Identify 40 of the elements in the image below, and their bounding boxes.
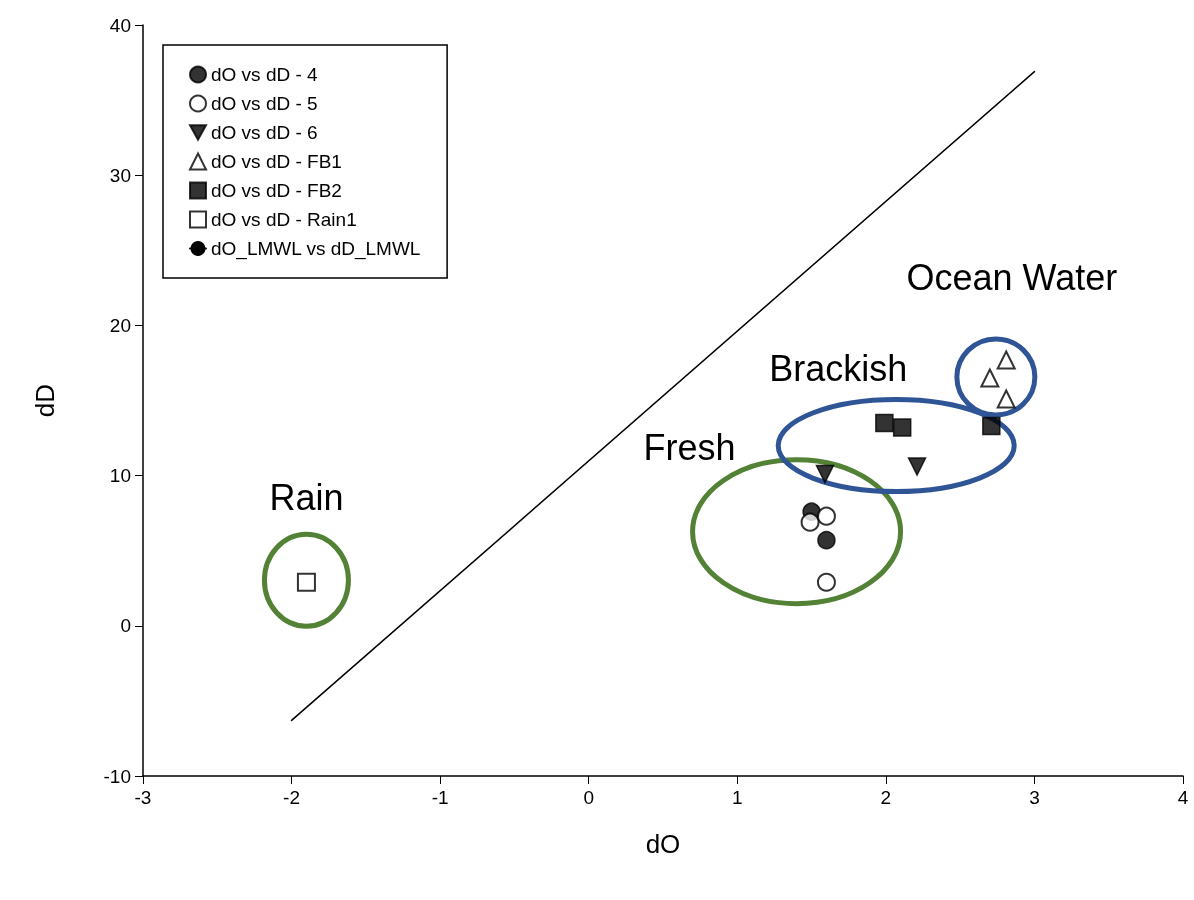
legend-label: dO vs dD - FB1 [211, 151, 342, 172]
point [816, 572, 836, 592]
y-axis-title: dD [30, 383, 60, 418]
point [892, 418, 912, 437]
point [816, 506, 836, 526]
y-tick-label: 30 [109, 164, 131, 186]
x-tick-label: -3 [134, 787, 152, 808]
point [996, 389, 1016, 409]
annotation: Rain [269, 476, 344, 518]
x-tick-label: -1 [431, 787, 449, 808]
x-axis-title: dO [645, 829, 681, 859]
x-tick-label: 2 [880, 787, 892, 808]
point [980, 368, 1000, 388]
x-tick-label: 0 [583, 787, 594, 808]
legend-label: dO vs dD - FB2 [211, 180, 342, 201]
legend-label: dO vs dD - 6 [211, 122, 318, 143]
legend-label: dO_LMWL vs dD_LMWL [211, 238, 421, 260]
y-tick-label: 10 [109, 465, 131, 487]
y-tick-label: 40 [109, 14, 131, 36]
legend-label: dO vs dD - 4 [211, 64, 319, 85]
x-tick-label: -2 [283, 787, 301, 808]
annotation: Brackish [769, 348, 908, 390]
legend-label: dO vs dD - Rain1 [211, 209, 357, 230]
y-tick-label: -10 [103, 765, 131, 787]
annotation: Ocean Water [906, 257, 1118, 299]
point [875, 413, 894, 433]
point [996, 350, 1016, 370]
point [800, 512, 820, 532]
point [815, 464, 835, 484]
x-tick-label: 4 [1177, 787, 1189, 808]
legend-label: dO vs dD - 5 [211, 93, 318, 114]
x-tick-label: 1 [732, 787, 743, 808]
point [817, 530, 836, 550]
y-tick-label: 0 [120, 615, 131, 637]
point [907, 457, 927, 476]
y-tick-label: 20 [109, 314, 131, 336]
x-tick-label: 3 [1029, 787, 1040, 808]
point [982, 416, 1001, 436]
annotation: Fresh [643, 427, 736, 469]
point [296, 572, 316, 592]
